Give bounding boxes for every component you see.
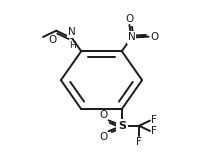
Text: N: N — [127, 33, 135, 42]
Text: N: N — [68, 27, 76, 37]
Text: O: O — [99, 132, 107, 142]
Text: F: F — [150, 126, 156, 136]
Text: O: O — [99, 110, 107, 120]
Text: F: F — [136, 137, 141, 147]
Text: O: O — [149, 32, 157, 42]
Text: H: H — [68, 41, 75, 50]
Text: O: O — [125, 14, 133, 24]
Text: S: S — [117, 121, 125, 131]
Text: F: F — [150, 115, 156, 125]
Text: O: O — [48, 35, 56, 45]
